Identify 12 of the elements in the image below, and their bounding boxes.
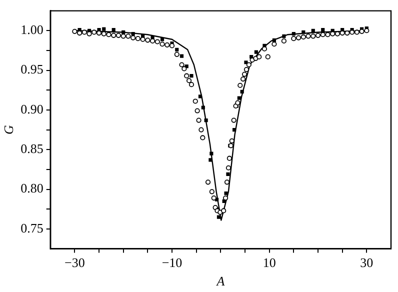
y-tick-label: 0.85 (20, 141, 44, 156)
y-tick-label: 0.80 (20, 180, 44, 196)
x-tick-label: 30 (360, 255, 374, 270)
y-tick-label: 1.00 (20, 22, 44, 38)
x-axis-title: A (216, 274, 225, 289)
y-tick-label: 0.75 (20, 220, 44, 236)
x-tick-label: −10 (162, 255, 182, 270)
y-tick-label: 0.95 (20, 62, 44, 77)
x-tick-label: −30 (64, 255, 85, 270)
x-tick-label: 10 (262, 255, 276, 270)
y-axis-title: G (1, 124, 16, 134)
y-tick-label: 0.90 (20, 101, 44, 116)
